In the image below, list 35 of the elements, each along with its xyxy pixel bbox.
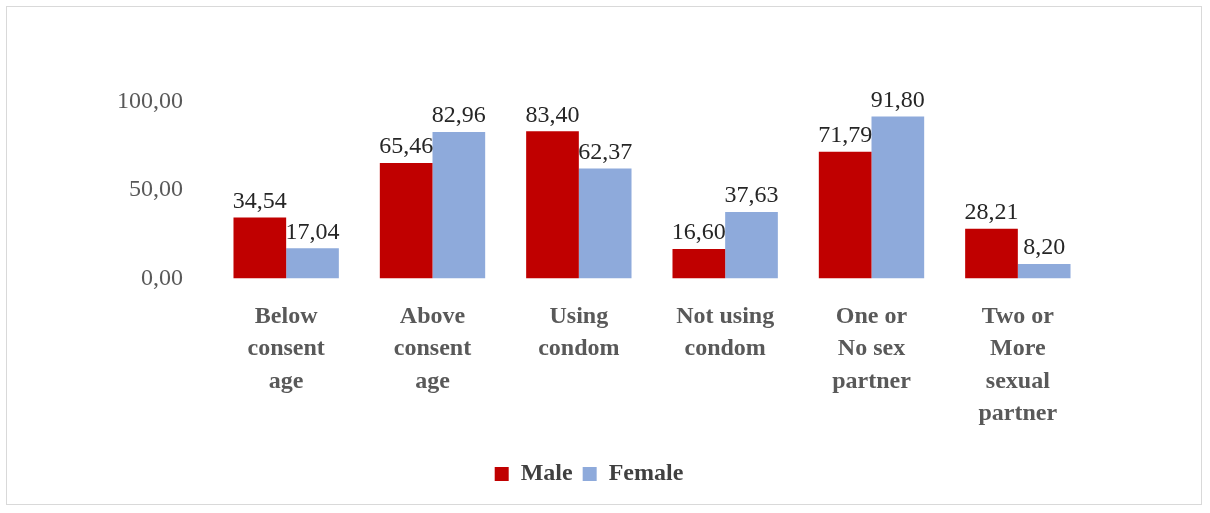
- bar: [286, 248, 339, 279]
- data-label: 34,54: [232, 186, 287, 213]
- bar: [578, 168, 632, 279]
- data-label: 71,79: [818, 121, 873, 148]
- bar: [871, 116, 925, 279]
- x-tick-label: Two or More sexual partner: [978, 301, 1058, 425]
- data-label: 91,80: [870, 85, 925, 112]
- bar: [725, 212, 778, 279]
- data-label: 83,40: [525, 100, 580, 127]
- bar: [526, 131, 579, 279]
- bar: [233, 217, 287, 279]
- y-tick-label: 50,00: [129, 175, 183, 202]
- data-label: 17,04: [285, 217, 340, 244]
- data-label: 62,37: [578, 137, 633, 164]
- bar: [965, 228, 1018, 279]
- data-label: 65,46: [379, 132, 434, 159]
- bar: [1017, 263, 1071, 279]
- x-tick-label: Below consent age: [247, 301, 325, 393]
- y-tick-label: 100,00: [117, 87, 183, 114]
- data-label: 8,20: [1023, 233, 1066, 260]
- data-label: 82,96: [431, 101, 486, 128]
- x-tick-label: One or No sex partner: [832, 301, 912, 393]
- data-label: 37,63: [724, 181, 779, 208]
- bar: [379, 162, 433, 279]
- legend-label: Female: [608, 459, 684, 486]
- x-tick-label: Using condom: [538, 301, 620, 361]
- bar: [432, 132, 486, 279]
- data-label: 16,60: [671, 218, 726, 245]
- y-tick-label: 0,00: [141, 263, 183, 290]
- x-tick-label: Not using condom: [676, 301, 775, 361]
- legend-label: Male: [520, 459, 574, 486]
- data-label: 28,21: [964, 197, 1019, 224]
- bar: [672, 249, 726, 279]
- bar: [818, 151, 872, 279]
- x-tick-label: Above consent age: [393, 301, 472, 393]
